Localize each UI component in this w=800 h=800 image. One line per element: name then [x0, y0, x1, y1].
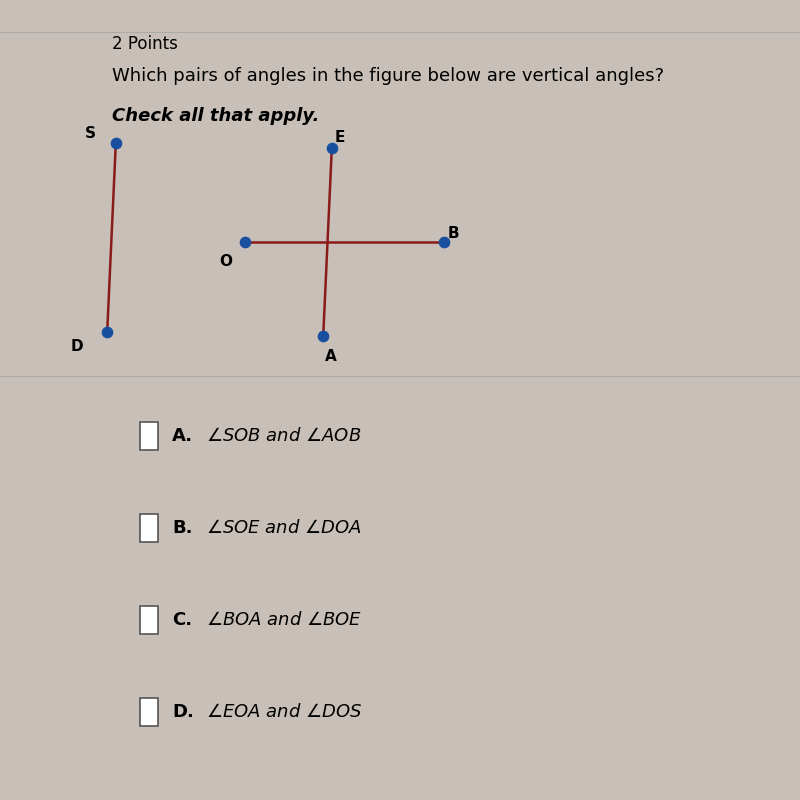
- Text: B: B: [448, 226, 459, 242]
- Text: $\angle SOB$ and $\angle AOB$: $\angle SOB$ and $\angle AOB$: [206, 427, 361, 445]
- Bar: [140, 698, 158, 726]
- Bar: [140, 606, 158, 634]
- Text: A: A: [326, 349, 337, 364]
- Text: 2 Points: 2 Points: [112, 35, 178, 53]
- Text: Check all that apply.: Check all that apply.: [112, 107, 319, 125]
- Point: [317, 330, 330, 342]
- Text: D.: D.: [172, 703, 194, 721]
- Point: [110, 137, 122, 150]
- Text: C.: C.: [172, 611, 192, 629]
- Point: [326, 141, 338, 154]
- Point: [239, 235, 252, 248]
- Text: S: S: [85, 126, 96, 141]
- Text: Which pairs of angles in the figure below are vertical angles?: Which pairs of angles in the figure belo…: [112, 67, 664, 85]
- Bar: [140, 422, 158, 450]
- Text: $\angle SOE$ and $\angle DOA$: $\angle SOE$ and $\angle DOA$: [206, 519, 362, 537]
- Bar: [140, 514, 158, 542]
- Point: [438, 235, 450, 248]
- Text: $\angle BOA$ and $\angle BOE$: $\angle BOA$ and $\angle BOE$: [206, 611, 362, 629]
- Text: D: D: [70, 338, 83, 354]
- Point: [101, 326, 114, 338]
- Text: B.: B.: [172, 519, 193, 537]
- Text: O: O: [219, 254, 232, 270]
- Text: A.: A.: [172, 427, 193, 445]
- Text: E: E: [334, 130, 345, 145]
- Text: $\angle EOA$ and $\angle DOS$: $\angle EOA$ and $\angle DOS$: [206, 703, 362, 721]
